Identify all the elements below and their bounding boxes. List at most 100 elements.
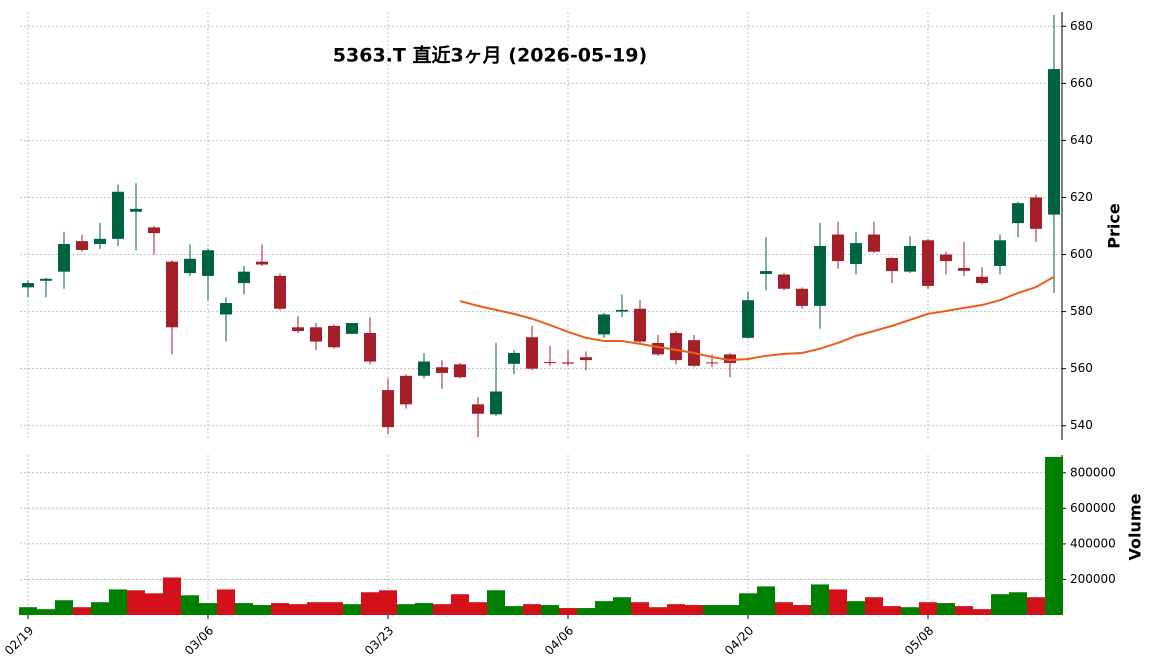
candle-body — [886, 257, 898, 272]
volume-bar — [289, 604, 307, 615]
candle-body — [598, 314, 610, 335]
volume-bar — [343, 604, 361, 615]
candle-body — [202, 250, 214, 276]
volume-bar — [937, 603, 955, 615]
volume-bar — [217, 589, 235, 615]
candle-body — [490, 391, 502, 415]
candle-body — [76, 241, 88, 250]
volume-bar — [991, 594, 1009, 615]
candle-body — [40, 278, 52, 281]
volume-bar — [325, 602, 343, 615]
volume-bar — [271, 603, 289, 615]
volume-bar — [55, 600, 73, 615]
candle-body — [1048, 69, 1060, 215]
y-tick-label: 600000 — [1070, 501, 1116, 515]
volume-bar — [1027, 597, 1045, 615]
volume-bar — [883, 606, 901, 615]
volume-bar — [73, 607, 91, 615]
volume-bar — [865, 597, 883, 615]
y-tick-label: 580 — [1070, 304, 1093, 318]
candle-body — [976, 276, 988, 284]
volume-bar — [541, 605, 559, 615]
volume-bar — [127, 590, 145, 615]
candle-body — [256, 261, 268, 265]
volume-bar — [379, 590, 397, 615]
y-axis-label: Volume — [1126, 493, 1145, 560]
candle-body — [994, 240, 1006, 266]
candle-body — [616, 309, 628, 312]
candle-body — [922, 240, 934, 286]
candle-body — [94, 238, 106, 244]
volume-bar — [1045, 456, 1063, 615]
candle-body — [868, 234, 880, 252]
volume-bar — [829, 589, 847, 615]
volume-bar — [199, 603, 217, 615]
volume-bar — [919, 602, 937, 615]
x-tick-label: 03/06 — [182, 623, 216, 657]
x-tick-label: 05/08 — [902, 623, 936, 657]
candle-body — [778, 274, 790, 289]
chart-title: 5363.T 直近3ヶ月 (2026-05-19) — [333, 44, 647, 67]
volume-bar — [523, 604, 541, 615]
y-tick-label: 200000 — [1070, 572, 1116, 586]
candle-body — [958, 267, 970, 271]
volume-bar — [811, 584, 829, 615]
y-tick-label: 640 — [1070, 133, 1093, 147]
volume-bar — [721, 605, 739, 615]
volume-bar — [703, 605, 721, 615]
candle-body — [238, 271, 250, 284]
volume-bar — [433, 604, 451, 615]
y-tick-label: 620 — [1070, 190, 1093, 204]
candle-body — [1030, 197, 1042, 229]
volume-bar — [163, 577, 181, 615]
y-tick-label: 400000 — [1070, 536, 1116, 550]
candle-body — [166, 261, 178, 328]
candle-body — [580, 357, 592, 361]
candle-body — [904, 245, 916, 272]
candle-body — [310, 327, 322, 342]
volume-bar — [613, 597, 631, 615]
candle-body — [148, 227, 160, 234]
candle-body — [724, 354, 736, 363]
volume-bar — [415, 603, 433, 615]
candle-body — [454, 364, 466, 378]
candle-body — [940, 254, 952, 262]
candle-body — [220, 303, 232, 315]
candle-body — [472, 404, 484, 414]
volume-bar — [469, 602, 487, 615]
volume-bar — [145, 593, 163, 615]
candle-body — [850, 243, 862, 264]
y-tick-label: 540 — [1070, 418, 1093, 432]
candle-body — [292, 327, 304, 332]
volume-bar — [451, 594, 469, 615]
x-tick-label: 03/23 — [362, 623, 396, 657]
candle-body — [814, 245, 826, 306]
candle-body — [382, 390, 394, 428]
candle-body — [832, 234, 844, 262]
candle-body — [634, 308, 646, 342]
candle-body — [1012, 203, 1024, 224]
y-tick-label: 560 — [1070, 361, 1093, 375]
volume-bar — [397, 604, 415, 615]
y-tick-label: 800000 — [1070, 465, 1116, 479]
volume-bar — [685, 605, 703, 615]
volume-bar — [973, 609, 991, 615]
volume-bar — [559, 608, 577, 615]
candle-body — [562, 362, 574, 364]
candle-body — [364, 333, 376, 362]
candle-body — [652, 342, 664, 355]
volume-bar — [595, 601, 613, 615]
volume-bar — [253, 605, 271, 615]
volume-bar — [37, 609, 55, 615]
candle-body — [742, 300, 754, 338]
volume-bar — [631, 602, 649, 615]
candle-body — [526, 337, 538, 369]
volume-bar — [739, 593, 757, 615]
volume-bar — [901, 607, 919, 615]
candle-body — [400, 375, 412, 405]
volume-bar — [649, 607, 667, 615]
x-tick-label: 02/19 — [2, 623, 36, 657]
candle-body — [112, 191, 124, 239]
